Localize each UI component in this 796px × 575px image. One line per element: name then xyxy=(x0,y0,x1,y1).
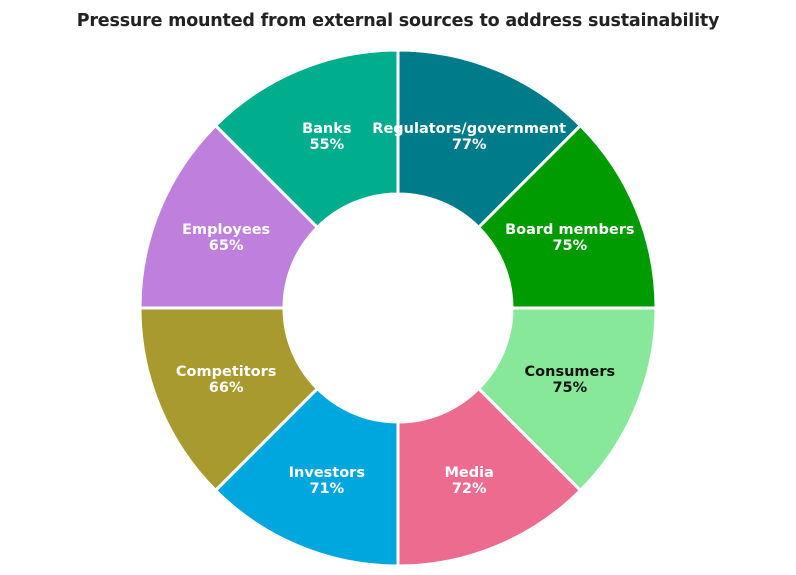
slice-category-label: Consumers xyxy=(525,364,616,380)
slice-category-label: Media xyxy=(444,465,493,481)
slice-value-label: 71% xyxy=(309,481,344,497)
slice-regulators-government[interactable] xyxy=(396,48,582,229)
slice-category-label: Competitors xyxy=(176,364,277,380)
slice-category-label: Board members xyxy=(505,222,634,238)
slice-investors[interactable] xyxy=(214,387,400,568)
slice-value-label: 72% xyxy=(452,481,487,497)
slice-value-label: 55% xyxy=(309,137,344,153)
slice-category-label: Investors xyxy=(289,465,365,481)
slice-category-label: Banks xyxy=(302,121,351,137)
slice-category-label: Regulators/government xyxy=(372,121,566,137)
chart-title: Pressure mounted from external sources t… xyxy=(76,11,720,31)
slice-value-label: 75% xyxy=(552,238,587,254)
slice-category-label: Employees xyxy=(182,222,270,238)
slice-consumers[interactable] xyxy=(477,306,658,492)
slice-competitors[interactable] xyxy=(138,306,319,492)
slice-value-label: 66% xyxy=(209,380,244,396)
slice-media[interactable] xyxy=(396,387,582,568)
slice-value-label: 65% xyxy=(209,238,244,254)
slice-banks[interactable] xyxy=(214,48,400,229)
slice-employees[interactable] xyxy=(138,124,319,310)
slice-value-label: 75% xyxy=(552,380,587,396)
slice-board-members[interactable] xyxy=(477,124,658,310)
slice-value-label: 77% xyxy=(452,137,487,153)
